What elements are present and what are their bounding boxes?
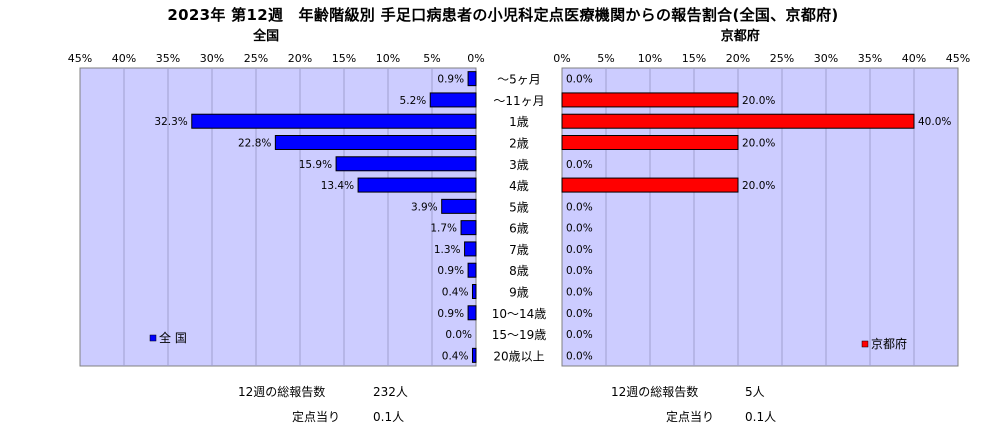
national-data-label: 5.2% — [400, 95, 427, 107]
kyoto-data-label: 0.0% — [566, 329, 593, 341]
national-data-label: 13.4% — [321, 180, 354, 192]
national-legend-swatch — [149, 334, 157, 342]
kyoto-bar — [561, 92, 739, 108]
national-data-label: 15.9% — [299, 159, 332, 171]
age-category-label: 4歳 — [509, 179, 529, 193]
kyoto-x-tick-label: 0% — [553, 52, 570, 65]
national-data-label: 32.3% — [154, 116, 187, 128]
national-bar — [274, 135, 477, 150]
kyoto-data-label: 20.0% — [742, 180, 775, 192]
kyoto-data-label: 0.0% — [566, 201, 593, 213]
kyoto-data-label: 40.0% — [918, 116, 951, 128]
kyoto-data-label: 0.0% — [566, 287, 593, 299]
kyoto-data-label: 0.0% — [566, 265, 593, 277]
kyoto-x-tick-label: 20% — [726, 52, 750, 65]
kyoto-x-tick-label: 25% — [770, 52, 794, 65]
age-category-label: 5歳 — [509, 200, 529, 214]
national-x-tick-label: 5% — [423, 52, 440, 65]
kyoto-x-tick-label: 35% — [858, 52, 882, 65]
kyoto-data-label: 0.0% — [566, 223, 593, 235]
kyoto-bar — [561, 177, 739, 193]
kyoto-per-site-label: 定点当り — [666, 410, 715, 424]
age-category-label: 6歳 — [509, 222, 529, 236]
national-bar — [429, 92, 477, 108]
national-data-label: 0.9% — [437, 74, 464, 86]
age-category-label: 2歳 — [509, 137, 529, 151]
national-bar — [464, 241, 477, 257]
national-x-tick-label: 35% — [156, 52, 180, 65]
national-bar — [467, 305, 477, 321]
national-panel-title: 全国 — [252, 28, 279, 44]
kyoto-legend-label: 京都府 — [871, 336, 907, 351]
national-bar — [460, 220, 477, 236]
kyoto-bar — [561, 135, 739, 150]
kyoto-bar — [561, 113, 915, 129]
national-data-label: 0.9% — [437, 265, 464, 277]
kyoto-x-tick-label: 15% — [682, 52, 706, 65]
age-category-label: 8歳 — [509, 264, 529, 278]
age-category-label: 3歳 — [509, 158, 529, 172]
national-x-tick-label: 45% — [68, 52, 92, 65]
national-data-label: 1.3% — [434, 244, 461, 256]
national-data-label: 0.9% — [437, 308, 464, 320]
kyoto-per-site-value: 0.1人 — [745, 410, 777, 424]
national-x-tick-label: 25% — [244, 52, 268, 65]
national-x-tick-label: 20% — [288, 52, 312, 65]
kyoto-data-label: 0.0% — [566, 308, 593, 320]
national-bar — [467, 262, 477, 278]
kyoto-data-label: 0.0% — [566, 244, 593, 256]
age-category-label: 9歳 — [509, 286, 529, 300]
kyoto-plot-area — [561, 67, 959, 367]
kyoto-x-tick-label: 10% — [638, 52, 662, 65]
national-data-label: 22.8% — [238, 138, 271, 150]
age-category-label: 15～19歳 — [492, 328, 547, 342]
national-bar — [441, 198, 477, 214]
kyoto-data-label: 20.0% — [742, 95, 775, 107]
national-bar — [357, 177, 477, 193]
national-per-site-value: 0.1人 — [373, 410, 405, 424]
national-x-tick-label: 40% — [112, 52, 136, 65]
national-x-tick-label: 0% — [467, 52, 484, 65]
kyoto-data-label: 20.0% — [742, 138, 775, 150]
kyoto-panel-title: 京都府 — [721, 28, 760, 44]
age-category-label: 20歳以上 — [493, 349, 544, 363]
age-category-label: 10～14歳 — [492, 307, 547, 321]
kyoto-x-tick-label: 30% — [814, 52, 838, 65]
national-data-label: 0.4% — [442, 287, 469, 299]
national-bar — [467, 71, 477, 87]
national-x-tick-label: 10% — [376, 52, 400, 65]
kyoto-total-reports-value: 5人 — [745, 385, 765, 399]
national-data-label: 1.7% — [430, 223, 457, 235]
national-bar — [335, 156, 477, 172]
national-x-tick-label: 30% — [200, 52, 224, 65]
national-total-reports-label: 12週の総報告数 — [238, 385, 326, 399]
age-category-label: 7歳 — [509, 243, 529, 257]
kyoto-x-tick-label: 5% — [597, 52, 614, 65]
national-data-label: 0.0% — [445, 329, 472, 341]
national-legend-label: 全 国 — [159, 330, 187, 345]
kyoto-data-label: 0.0% — [566, 74, 593, 86]
national-data-label: 3.9% — [411, 201, 438, 213]
national-plot-area — [79, 67, 477, 367]
national-x-tick-label: 15% — [332, 52, 356, 65]
chart-title: 2023年 第12週 年齢階級別 手足口病患者の小児科定点医療機関からの報告割合… — [167, 6, 839, 24]
age-category-label: ～5ヶ月 — [497, 73, 541, 87]
kyoto-total-reports-label: 12週の総報告数 — [611, 385, 699, 399]
age-category-label: 1歳 — [509, 115, 529, 129]
national-per-site-label: 定点当り — [292, 410, 341, 424]
kyoto-x-tick-label: 45% — [946, 52, 970, 65]
kyoto-data-label: 0.0% — [566, 159, 593, 171]
kyoto-legend-swatch — [861, 340, 869, 348]
national-bar — [471, 347, 477, 363]
national-data-label: 0.4% — [442, 350, 469, 362]
national-bar — [471, 284, 477, 299]
national-total-reports-value: 232人 — [373, 385, 408, 399]
national-bar — [191, 113, 477, 129]
kyoto-x-tick-label: 40% — [902, 52, 926, 65]
kyoto-data-label: 0.0% — [566, 350, 593, 362]
age-category-label: ～11ヶ月 — [493, 94, 544, 108]
